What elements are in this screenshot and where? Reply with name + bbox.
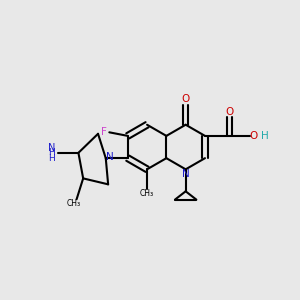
Text: N: N <box>182 169 190 179</box>
Text: O: O <box>225 107 233 117</box>
Text: H: H <box>48 154 55 163</box>
Text: O: O <box>182 94 190 104</box>
Text: F: F <box>101 127 106 137</box>
Text: CH₃: CH₃ <box>67 200 81 208</box>
Text: CH₃: CH₃ <box>140 189 154 198</box>
Text: N: N <box>106 152 114 162</box>
Text: H: H <box>48 148 55 157</box>
Text: O: O <box>249 131 257 141</box>
Text: N: N <box>48 143 55 153</box>
Text: H: H <box>260 131 268 141</box>
